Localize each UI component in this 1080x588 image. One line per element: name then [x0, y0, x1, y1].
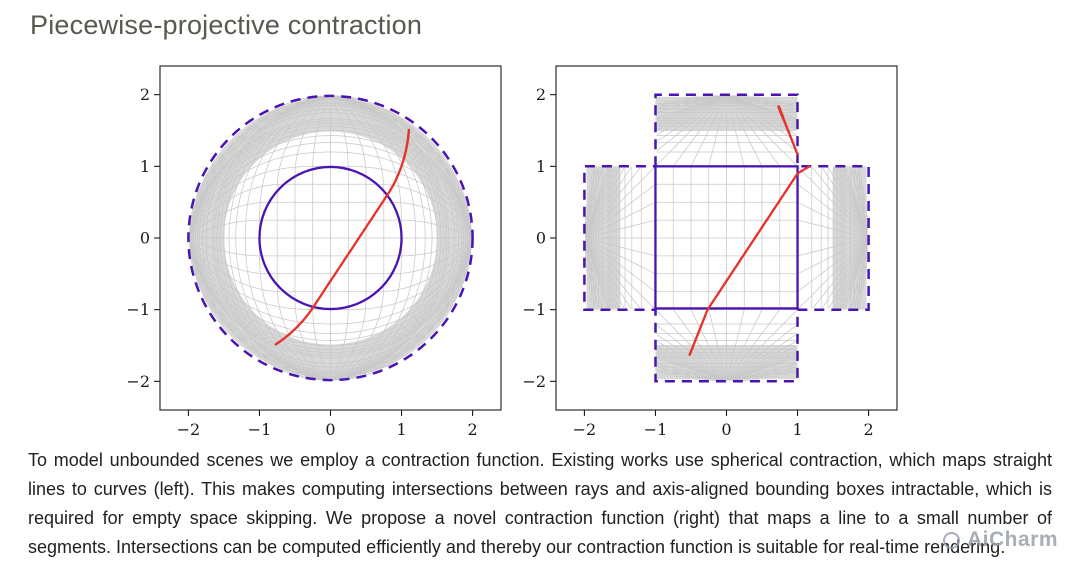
circle-logo-icon [942, 531, 960, 549]
svg-text:0: 0 [140, 229, 150, 248]
svg-text:−2: −2 [177, 420, 201, 439]
svg-text:−1: −1 [126, 300, 150, 319]
svg-text:1: 1 [536, 157, 546, 176]
svg-text:2: 2 [863, 420, 873, 439]
svg-text:−1: −1 [522, 300, 546, 319]
svg-text:−1: −1 [248, 420, 272, 439]
svg-text:1: 1 [792, 420, 802, 439]
svg-text:−2: −2 [573, 420, 597, 439]
svg-text:0: 0 [325, 420, 335, 439]
spherical-contraction-plot: −2 −1 0 1 2 −2 −1 0 1 2 [126, 65, 502, 439]
page-title: Piecewise-projective contraction [30, 10, 423, 40]
watermark: AiCharm [942, 528, 1058, 552]
svg-text:0: 0 [536, 229, 546, 248]
svg-text:0: 0 [721, 420, 731, 439]
svg-text:2: 2 [536, 85, 546, 104]
svg-text:2: 2 [140, 85, 150, 104]
figure-caption: To model unbounded scenes we employ a co… [28, 450, 1052, 557]
piecewise-contraction-plot: −2 −1 0 1 2 −2 −1 0 1 2 [522, 65, 898, 439]
svg-text:−1: −1 [644, 420, 668, 439]
svg-text:−2: −2 [126, 372, 150, 391]
svg-text:−2: −2 [522, 372, 546, 391]
watermark-text: AiCharm [966, 528, 1058, 551]
svg-text:1: 1 [396, 420, 406, 439]
svg-text:2: 2 [467, 420, 477, 439]
svg-text:1: 1 [140, 157, 150, 176]
